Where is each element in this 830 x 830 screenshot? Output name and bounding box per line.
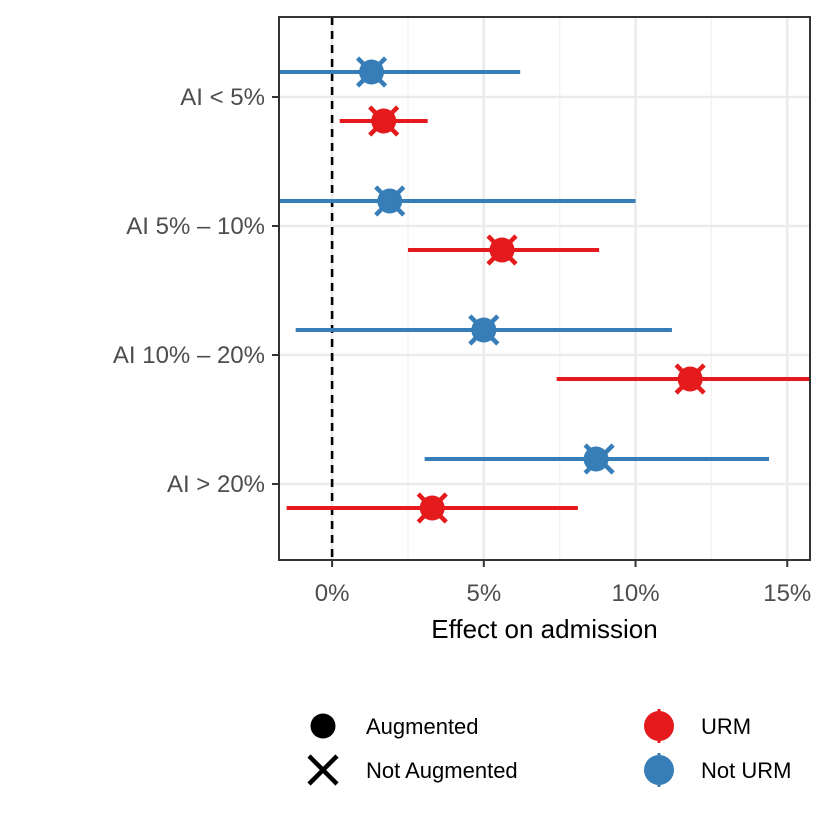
legend-label: Not Augmented xyxy=(366,758,518,783)
legend-augmented-symbol xyxy=(310,713,336,739)
point-not-augmented xyxy=(355,56,388,88)
point-not-augmented xyxy=(486,234,518,266)
point-not-augmented xyxy=(674,363,706,395)
x-tick-label: 0% xyxy=(315,580,350,607)
legend-label: Not URM xyxy=(701,758,791,783)
series-not-urm xyxy=(279,56,770,475)
y-tick-label: AI 5% – 10% xyxy=(126,213,265,240)
x-tick-label: 5% xyxy=(466,580,501,607)
point-not-augmented xyxy=(368,105,400,137)
legend-label: URM xyxy=(701,714,751,739)
point-not-augmented xyxy=(416,492,448,524)
panel-border xyxy=(278,16,811,561)
panel-background xyxy=(279,17,810,560)
legend-color-swatch xyxy=(644,711,674,741)
legend-color-swatch xyxy=(644,755,674,785)
point-not-augmented xyxy=(468,314,500,346)
x-axis: 0% 5% 10% 15% xyxy=(315,560,811,607)
legend-label: Augmented xyxy=(366,714,479,739)
x-tick-label: 10% xyxy=(612,580,660,607)
plot-panel xyxy=(278,16,811,561)
y-axis: AI < 5% AI 5% – 10% AI 10% – 20% AI > 20% xyxy=(113,84,279,498)
legend: Augmented Not Augmented URM Not URM xyxy=(307,709,791,787)
y-tick-label: AI 10% – 20% xyxy=(113,342,265,369)
point-not-augmented xyxy=(374,185,406,217)
point-not-augmented xyxy=(583,443,615,475)
y-tick-label: AI > 20% xyxy=(167,471,265,498)
y-tick-label: AI < 5% xyxy=(180,84,265,111)
series-urm xyxy=(286,105,810,524)
x-tick-label: 15% xyxy=(763,580,811,607)
legend-not-augmented-symbol xyxy=(307,754,339,786)
x-axis-title: Effect on admission xyxy=(431,614,657,644)
